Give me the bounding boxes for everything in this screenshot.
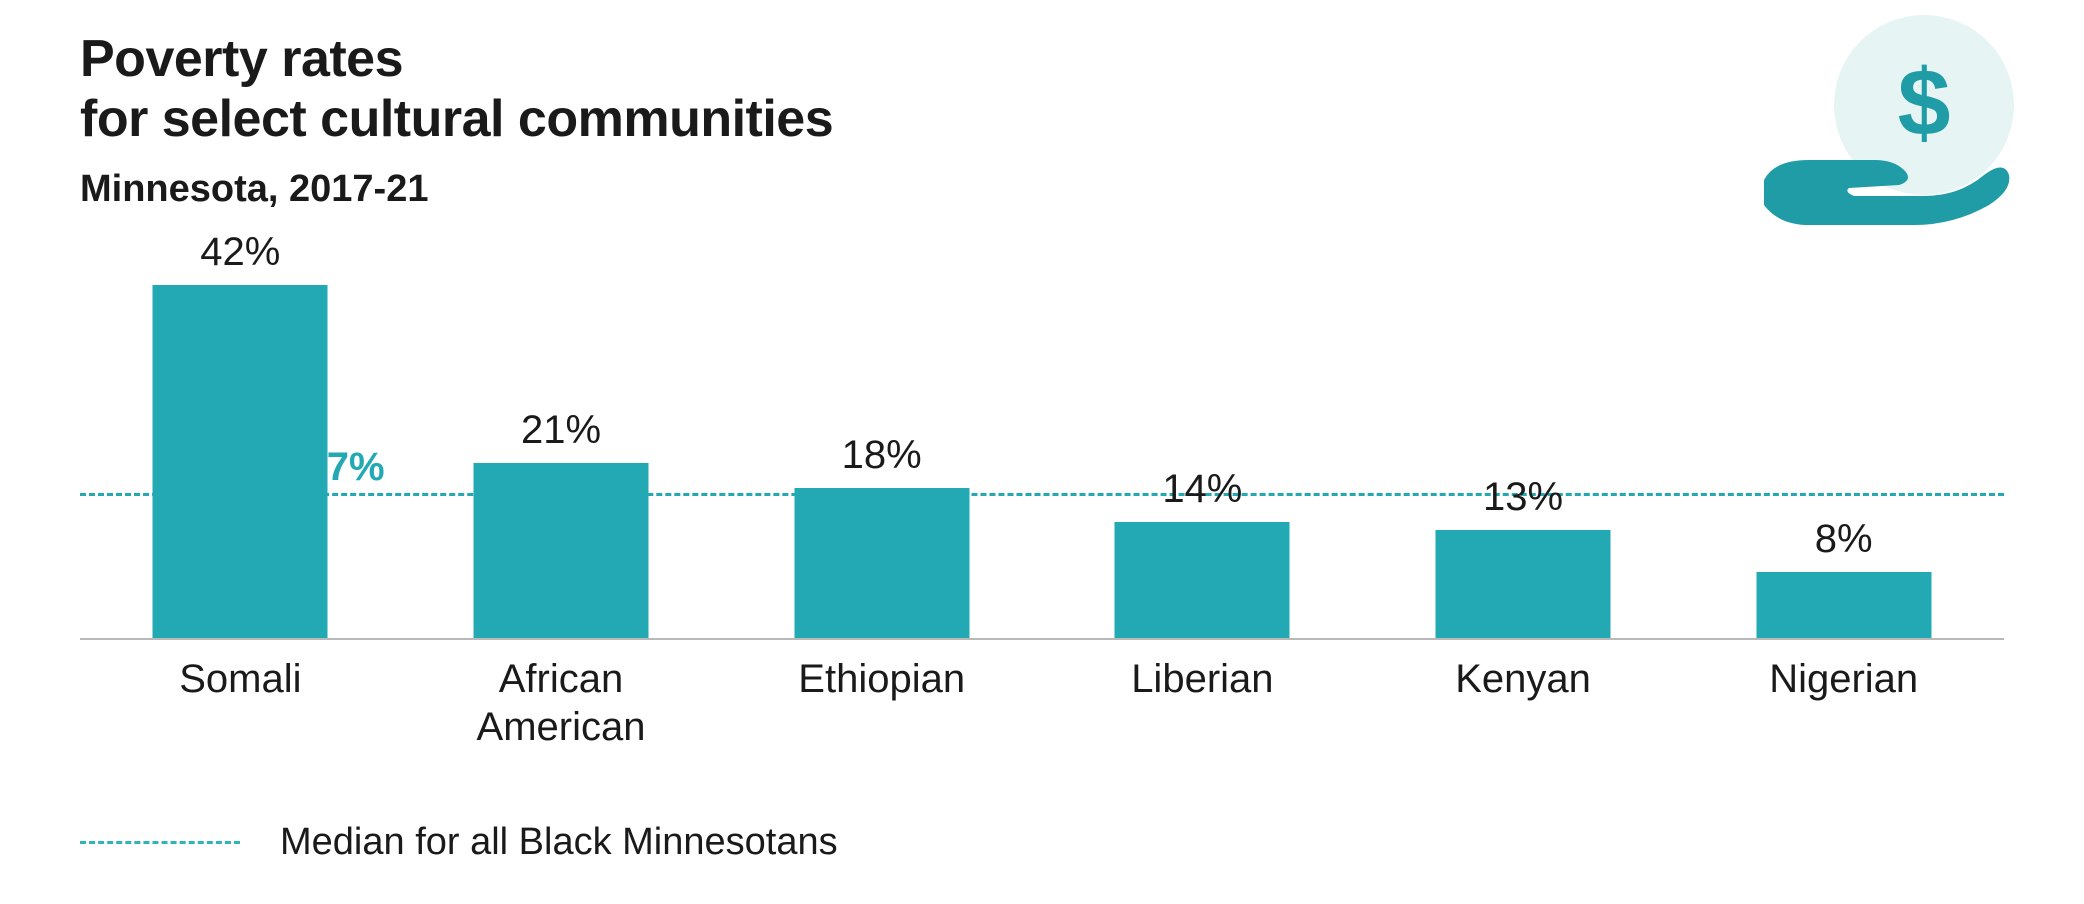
x-axis-label: Liberian	[1042, 655, 1363, 751]
x-axis-label: Kenyan	[1363, 655, 1684, 751]
legend-dash-swatch	[80, 841, 240, 844]
bars-container: 42% 21% 18% 14% 13% 8%	[80, 260, 2004, 640]
title-line-1: Poverty rates	[80, 30, 403, 88]
bar	[1756, 572, 1931, 640]
bar-slot: 18%	[721, 260, 1042, 640]
bar	[1436, 530, 1611, 640]
bar-slot: 21%	[401, 260, 722, 640]
legend-text: Median for all Black Minnesotans	[280, 821, 838, 864]
bar	[794, 488, 969, 640]
bar	[474, 463, 649, 640]
svg-text:$: $	[1898, 50, 1951, 156]
bar-value-label: 13%	[1483, 475, 1563, 520]
bar-slot: 14%	[1042, 260, 1363, 640]
x-axis-label: AfricanAmerican	[401, 655, 722, 751]
bar-value-label: 14%	[1162, 467, 1242, 512]
x-axis-line	[80, 638, 2004, 640]
hand-dollar-icon: $	[1754, 10, 2014, 230]
bar-value-label: 42%	[200, 230, 280, 275]
bar	[153, 285, 328, 640]
bar-value-label: 8%	[1815, 517, 1873, 562]
infographic-page: Poverty rates for select cultural commun…	[0, 0, 2084, 904]
x-axis-label: Ethiopian	[721, 655, 1042, 751]
bar-slot: 42%	[80, 260, 401, 640]
plot-area: 17% 42%21%18%14%13%8%	[80, 260, 2004, 640]
x-axis-label: Somali	[80, 655, 401, 751]
bar-slot: 8%	[1683, 260, 2004, 640]
title-line-2: for select cultural communities	[80, 90, 833, 148]
x-axis-label: Nigerian	[1683, 655, 2004, 751]
title-block: Poverty rates for select cultural commun…	[80, 30, 833, 211]
bar-value-label: 21%	[521, 408, 601, 453]
chart-subtitle: Minnesota, 2017-21	[80, 168, 833, 211]
x-axis-labels: SomaliAfricanAmericanEthiopianLiberianKe…	[80, 655, 2004, 751]
bar-chart: 17% 42%21%18%14%13%8% SomaliAfricanAmeri…	[80, 260, 2004, 700]
bar	[1115, 522, 1290, 640]
bar-slot: 13%	[1363, 260, 1684, 640]
chart-title: Poverty rates for select cultural commun…	[80, 30, 833, 150]
legend: Median for all Black Minnesotans	[80, 821, 838, 864]
bar-value-label: 18%	[842, 433, 922, 478]
